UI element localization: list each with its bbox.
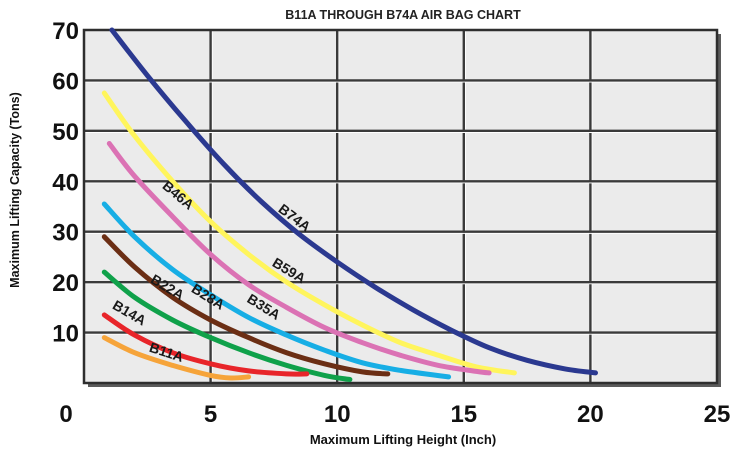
x-tick-label: 15: [450, 401, 477, 428]
plot-area: [82, 28, 721, 387]
series-line-b46a: [106, 141, 492, 376]
y-tick-label: 70: [52, 18, 79, 45]
series-line-b35a: [101, 201, 452, 380]
plot-border: [82, 28, 719, 385]
series-line-b74a: [109, 27, 598, 376]
grid: [84, 30, 717, 383]
axes: 0 5 10 15 20 25 10 20 30 40 50 60 70: [52, 18, 730, 428]
plot-background: [84, 30, 717, 383]
series-lines: [101, 27, 598, 382]
series-line-b11a: [101, 335, 252, 381]
x-tick-label: 20: [577, 401, 604, 428]
x-tick-label: 25: [704, 401, 731, 428]
y-tick-label: 40: [52, 169, 79, 196]
series-line-b22a: [101, 269, 353, 382]
x-tick-label: 10: [324, 401, 351, 428]
series-line-b59a: [101, 90, 517, 376]
chart-title: B11A THROUGH B74A AIR BAG CHART: [285, 8, 521, 22]
x-tick-label: 0: [59, 401, 72, 428]
y-tick-label: 60: [52, 68, 79, 95]
y-axis-label: Maximum Lifting Capacity (Tons): [8, 92, 22, 288]
y-tick-label: 30: [52, 220, 79, 247]
y-tick-label: 50: [52, 119, 79, 146]
series-line-b14a: [101, 312, 310, 377]
y-tick-label: 10: [52, 321, 79, 348]
y-tick-label: 20: [52, 270, 79, 297]
x-axis-label: Maximum Lifting Height (Inch): [310, 432, 496, 447]
series-line-b28a: [101, 234, 391, 377]
x-tick-label: 5: [204, 401, 217, 428]
